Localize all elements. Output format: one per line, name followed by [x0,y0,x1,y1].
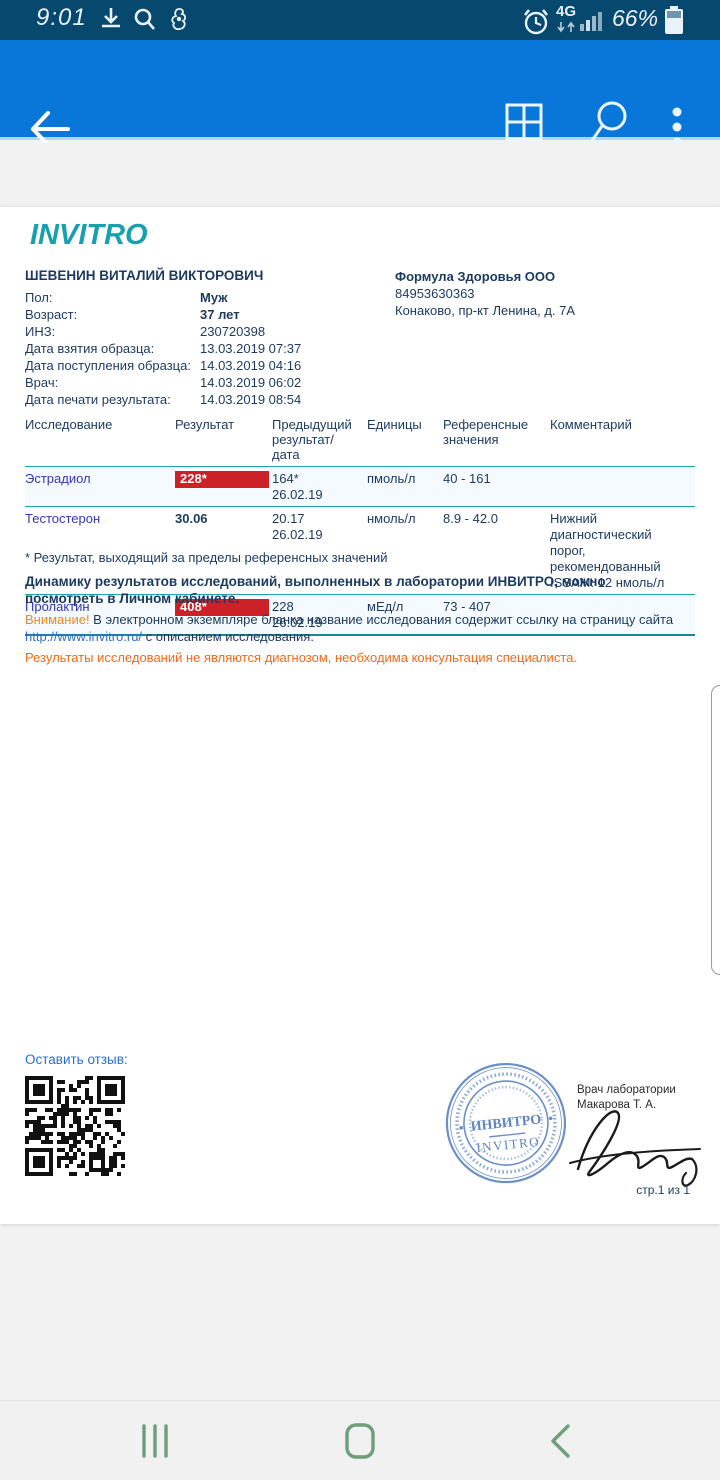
comment: Нижний диагностический порог, рекомендов… [550,511,665,590]
navigation-bar [0,1400,720,1480]
home-button[interactable] [300,1401,420,1480]
overflow-menu-button[interactable] [670,106,684,148]
attention-tail: с описанием исследования. [142,629,314,644]
clinic-phone: 84953630363 [395,286,475,301]
patient-name: ШЕВЕНИН ВИТАЛИЙ ВИКТОРОВИЧ [25,268,264,283]
prev-result: 228 [272,599,294,614]
battery-icon [665,6,683,34]
comment [550,471,695,503]
units: нмоль/л [367,511,416,526]
invitro-logo: INVITRO [30,219,148,251]
column-header: Результат [175,417,235,432]
info-value: 14.03.2019 08:54 [200,392,302,407]
stamp-text-en: INVITRO [476,1134,541,1156]
prev-date: 26.02.19 [272,615,323,630]
signal-strength-icon [580,12,602,31]
battery-percent: 66% [612,5,659,31]
result-value-flagged: 408* [175,599,269,616]
prev-result: 164* [272,471,299,486]
network-arrows-icon [557,21,575,33]
dynamics-note: Динамику результатов исследований, выпол… [25,574,606,606]
column-header: Исследование [25,417,113,432]
app-notification-icon [171,8,187,31]
info-value: 14.03.2019 04:16 [200,358,302,373]
patient-info: Пол: Муж Возраст: 37 лет ИНЗ: 230720398 Дат… [25,289,301,408]
scrollbar-thumb[interactable] [711,685,720,975]
info-label: Врач: [25,375,59,390]
feedback-label: Оставить отзыв: [25,1052,128,1067]
stamp-text-ru: ИНВИТРО [470,1112,542,1134]
back-chevron-icon [551,1424,570,1458]
pdf-viewer: INVITRO ШЕВЕНИН ВИТАЛИЙ ВИКТОРОВИЧ Пол: М… [0,143,720,1400]
column-header: Предыдущий результат/дата [272,417,352,462]
clock: 9:01 [36,4,87,31]
result-value-flagged: 228* [175,471,269,488]
download-icon [102,8,120,28]
test-name-link[interactable]: Эстрадиол [25,471,91,486]
attention-note: Внимание! В электронном экземпляре бланк… [25,611,690,645]
info-label: Пол: [25,290,53,305]
doctor-signature [569,1110,701,1187]
network-type: 4G [556,3,577,20]
reference-footnote: * Результат, выходящий за пределы рефере… [25,550,388,565]
column-header: Единицы [367,417,422,432]
table-row: Тестостерон 30.06 20.17 26.02.19 нмоль/л … [25,507,695,595]
lab-report-page: INVITRO ШЕВЕНИН ВИТАЛИЙ ВИКТОРОВИЧ Пол: М… [0,207,720,1224]
info-value: Муж [200,290,228,305]
result-value: 30.06 [175,511,208,526]
column-header: Комментарий [550,417,632,432]
info-label: Дата печати результата: [25,392,171,407]
test-name-link[interactable]: Тестостерон [25,511,101,526]
results-table: Исследование Результат Предыдущий резуль… [25,415,695,636]
attention-label: Внимание! [25,612,90,627]
doctor-name: Макарова Т. А. [577,1099,657,1111]
info-label: Дата взятия образца: [25,341,155,356]
reference-range: 40 - 161 [443,471,491,486]
clinic-info: Формула Здоровья ООО 84953630363 Конаков… [395,268,575,319]
search-button[interactable] [585,100,631,150]
alarm-icon [523,9,549,35]
clinic-address: Конаково, пр-кт Ленина, д. 7А [395,303,576,318]
disclaimer-note: Результаты исследований не являются диаг… [25,650,577,665]
doctor-title: Врач лаборатории [577,1084,676,1096]
units: мЕд/л [367,599,404,614]
info-value: 230720398 [200,324,266,339]
search-status-icon [134,8,155,30]
attention-text: В электронном экземпляре бланка название… [89,612,674,627]
info-value: 13.03.2019 07:37 [200,341,302,356]
table-header-row: Исследование Результат Предыдущий резуль… [25,415,695,466]
table-row: Пролактин 408* 228 26.02.19 мЕд/л 73 - 40… [25,595,695,636]
info-value: 37 лет [200,307,240,322]
reference-range: 8.9 - 42.0 [443,511,498,526]
back-button[interactable] [28,110,70,148]
info-label: Возраст: [25,307,78,322]
qr-code [25,1076,125,1176]
test-name-link[interactable]: Пролактин [25,599,90,614]
units: пмоль/л [367,471,416,486]
app-bar [0,40,720,147]
prev-date: 26.02.19 [272,487,323,502]
table-row: Эстрадиол 228* 164* 26.02.19 пмоль/л 40 -… [25,467,695,507]
status-bar: 9:01 4G 6 [0,0,720,40]
info-label: ИНЗ: [25,324,56,339]
home-icon [345,1423,375,1459]
column-header: Референсные значения [443,417,529,447]
clinic-name: Формула Здоровья ООО [395,269,556,284]
info-value: 14.03.2019 06:02 [200,375,302,390]
page-number: стр.1 из 1 [636,1183,690,1197]
info-label: Дата поступления образца: [25,358,191,373]
invitro-url-link[interactable]: http://www.invitro.ru/ [25,629,143,644]
prev-result: 20.17 [272,511,305,526]
recents-button[interactable] [95,1401,215,1480]
recents-icon [142,1424,168,1458]
reference-range: 73 - 407 [443,599,491,614]
back-nav-button[interactable] [500,1401,620,1480]
lab-stamp: ИНВИТРО INVITRO [445,1062,567,1184]
prev-date: 26.02.19 [272,527,323,542]
doctor-block: Врач лаборатории Макарова Т. А. [577,1083,676,1113]
pages-grid-button[interactable] [505,103,543,141]
